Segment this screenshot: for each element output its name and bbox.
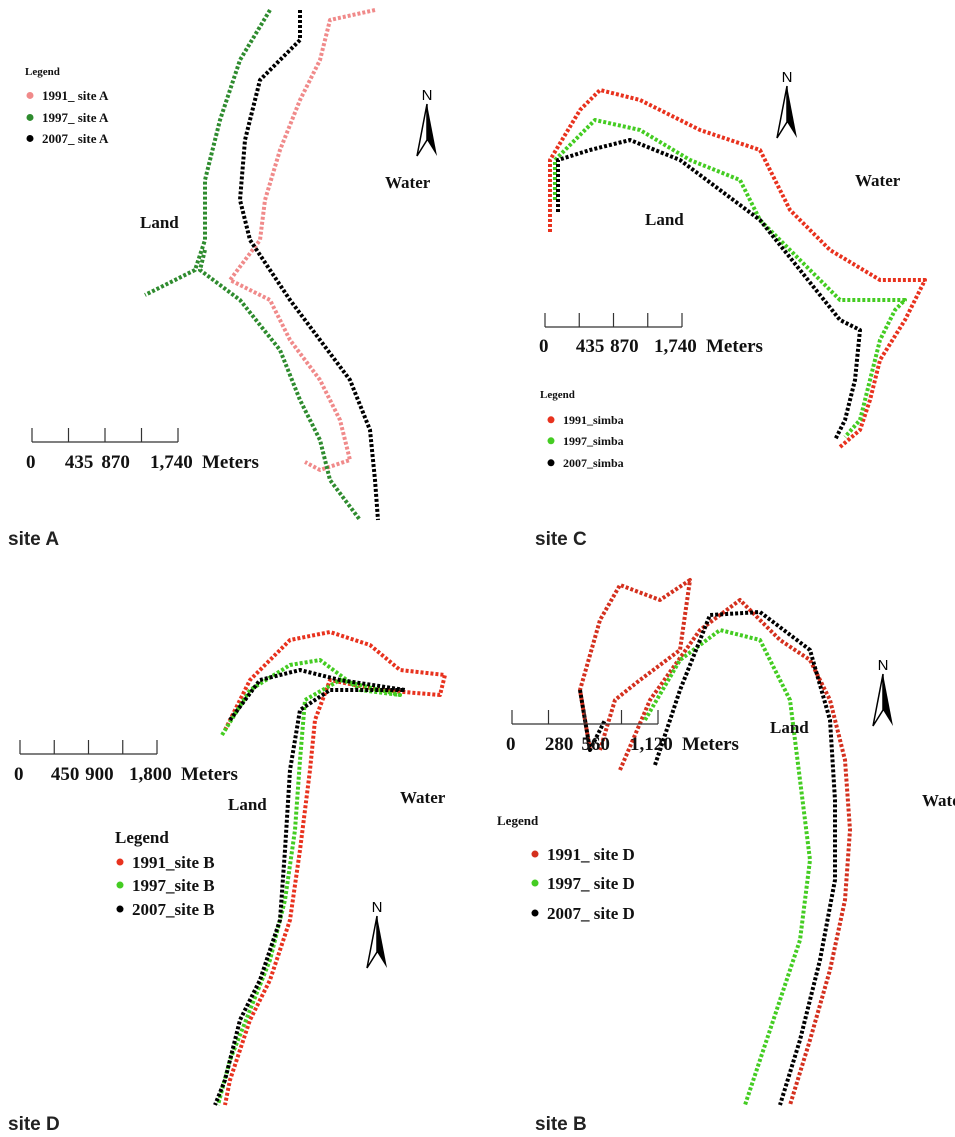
scale-label: 0 bbox=[26, 452, 36, 473]
north-arrow bbox=[417, 104, 427, 156]
water-label: Water bbox=[400, 788, 446, 807]
legend-label: 2007_site B bbox=[132, 900, 215, 919]
map-panel: site A Legend 1991_ site A 1997_ site A 2007… bbox=[8, 10, 437, 550]
legend-title: Legend bbox=[25, 66, 60, 78]
shoreline bbox=[225, 632, 445, 1105]
north-arrow bbox=[427, 104, 437, 156]
legend-marker bbox=[548, 437, 555, 444]
legend-label: 1997_ site D bbox=[547, 874, 635, 893]
legend-marker bbox=[532, 880, 539, 887]
scale-label: 870 bbox=[610, 336, 639, 357]
scale-label: 450 bbox=[51, 764, 79, 785]
legend-marker bbox=[532, 910, 539, 917]
scale-label: 560 bbox=[581, 734, 610, 755]
scale-unit: Meters bbox=[181, 764, 238, 785]
shoreline bbox=[645, 630, 810, 1105]
shoreline bbox=[620, 600, 850, 1105]
north-label: N bbox=[878, 657, 889, 674]
shoreline bbox=[145, 10, 270, 295]
legend-label: 2007_simba bbox=[563, 456, 624, 470]
water-label: Water bbox=[922, 791, 955, 810]
north-arrow bbox=[777, 86, 787, 138]
map-panel: site C Legend 1991_simba 1997_simba 2007_sim… bbox=[535, 69, 925, 550]
figure: site A Legend 1991_ site A 1997_ site A 2007… bbox=[0, 0, 955, 1137]
scale-label: 0 bbox=[539, 336, 549, 357]
legend-label: 1997_ site A bbox=[42, 110, 109, 125]
map-panel: site D Legend 1991_site B 1997_site B 2007_s… bbox=[8, 632, 446, 1135]
scale-label: 280 bbox=[545, 734, 574, 755]
north-arrow bbox=[377, 916, 387, 968]
legend-label: 1991_ site A bbox=[42, 88, 109, 103]
scale-label: 435 bbox=[65, 452, 94, 473]
legend-marker bbox=[548, 459, 555, 466]
scale-label: 1,800 bbox=[129, 764, 172, 785]
legend-label: 2007_ site A bbox=[42, 131, 109, 146]
legend-marker bbox=[117, 859, 124, 866]
north-arrow bbox=[787, 86, 797, 138]
legend-label: 1997_site B bbox=[132, 876, 215, 895]
legend-label: 2007_ site D bbox=[547, 904, 635, 923]
scale-label: 435 bbox=[576, 336, 605, 357]
panel-caption: site B bbox=[535, 1114, 587, 1135]
legend-title: Legend bbox=[497, 813, 539, 828]
land-label: Land bbox=[645, 210, 684, 229]
land-label: Land bbox=[770, 718, 809, 737]
legend-marker bbox=[117, 906, 124, 913]
scale-label: 1,740 bbox=[150, 452, 193, 473]
shoreline bbox=[215, 670, 405, 1105]
water-label: Water bbox=[855, 171, 901, 190]
land-label: Land bbox=[140, 213, 179, 232]
north-label: N bbox=[782, 69, 793, 86]
scale-unit: Meters bbox=[706, 336, 763, 357]
shoreline bbox=[550, 90, 925, 447]
north-arrow bbox=[367, 916, 377, 968]
scale-label: 870 bbox=[101, 452, 130, 473]
legend-title: Legend bbox=[540, 389, 575, 401]
shoreline bbox=[240, 10, 378, 520]
panel-caption: site C bbox=[535, 529, 587, 550]
map-panel: site B Legend 1991_ site D 1997_ site D 2007… bbox=[497, 580, 955, 1135]
north-arrow bbox=[873, 674, 883, 726]
legend-marker bbox=[27, 92, 34, 99]
legend-label: 1997_simba bbox=[563, 434, 624, 448]
scale-label: 900 bbox=[85, 764, 114, 785]
legend-marker bbox=[27, 114, 34, 121]
scale-unit: Meters bbox=[202, 452, 259, 473]
land-label: Land bbox=[228, 795, 267, 814]
panel-caption: site D bbox=[8, 1114, 60, 1135]
north-label: N bbox=[422, 87, 433, 104]
legend-marker bbox=[532, 851, 539, 858]
scale-label: 1,740 bbox=[654, 336, 697, 357]
scale-label: 0 bbox=[14, 764, 24, 785]
shoreline bbox=[200, 250, 360, 520]
panel-caption: site A bbox=[8, 529, 59, 550]
north-label: N bbox=[372, 899, 383, 916]
legend-marker bbox=[548, 416, 555, 423]
legend-marker bbox=[27, 135, 34, 142]
scale-label: 0 bbox=[506, 734, 516, 755]
north-arrow bbox=[883, 674, 893, 726]
legend-marker bbox=[117, 882, 124, 889]
scale-label: 1,120 bbox=[630, 734, 673, 755]
legend-label: 1991_simba bbox=[563, 413, 624, 427]
shoreline bbox=[558, 140, 860, 440]
legend-title: Legend bbox=[115, 828, 169, 847]
legend-label: 1991_site B bbox=[132, 853, 215, 872]
legend-label: 1991_ site D bbox=[547, 845, 635, 864]
scale-unit: Meters bbox=[682, 734, 739, 755]
water-label: Water bbox=[385, 173, 431, 192]
